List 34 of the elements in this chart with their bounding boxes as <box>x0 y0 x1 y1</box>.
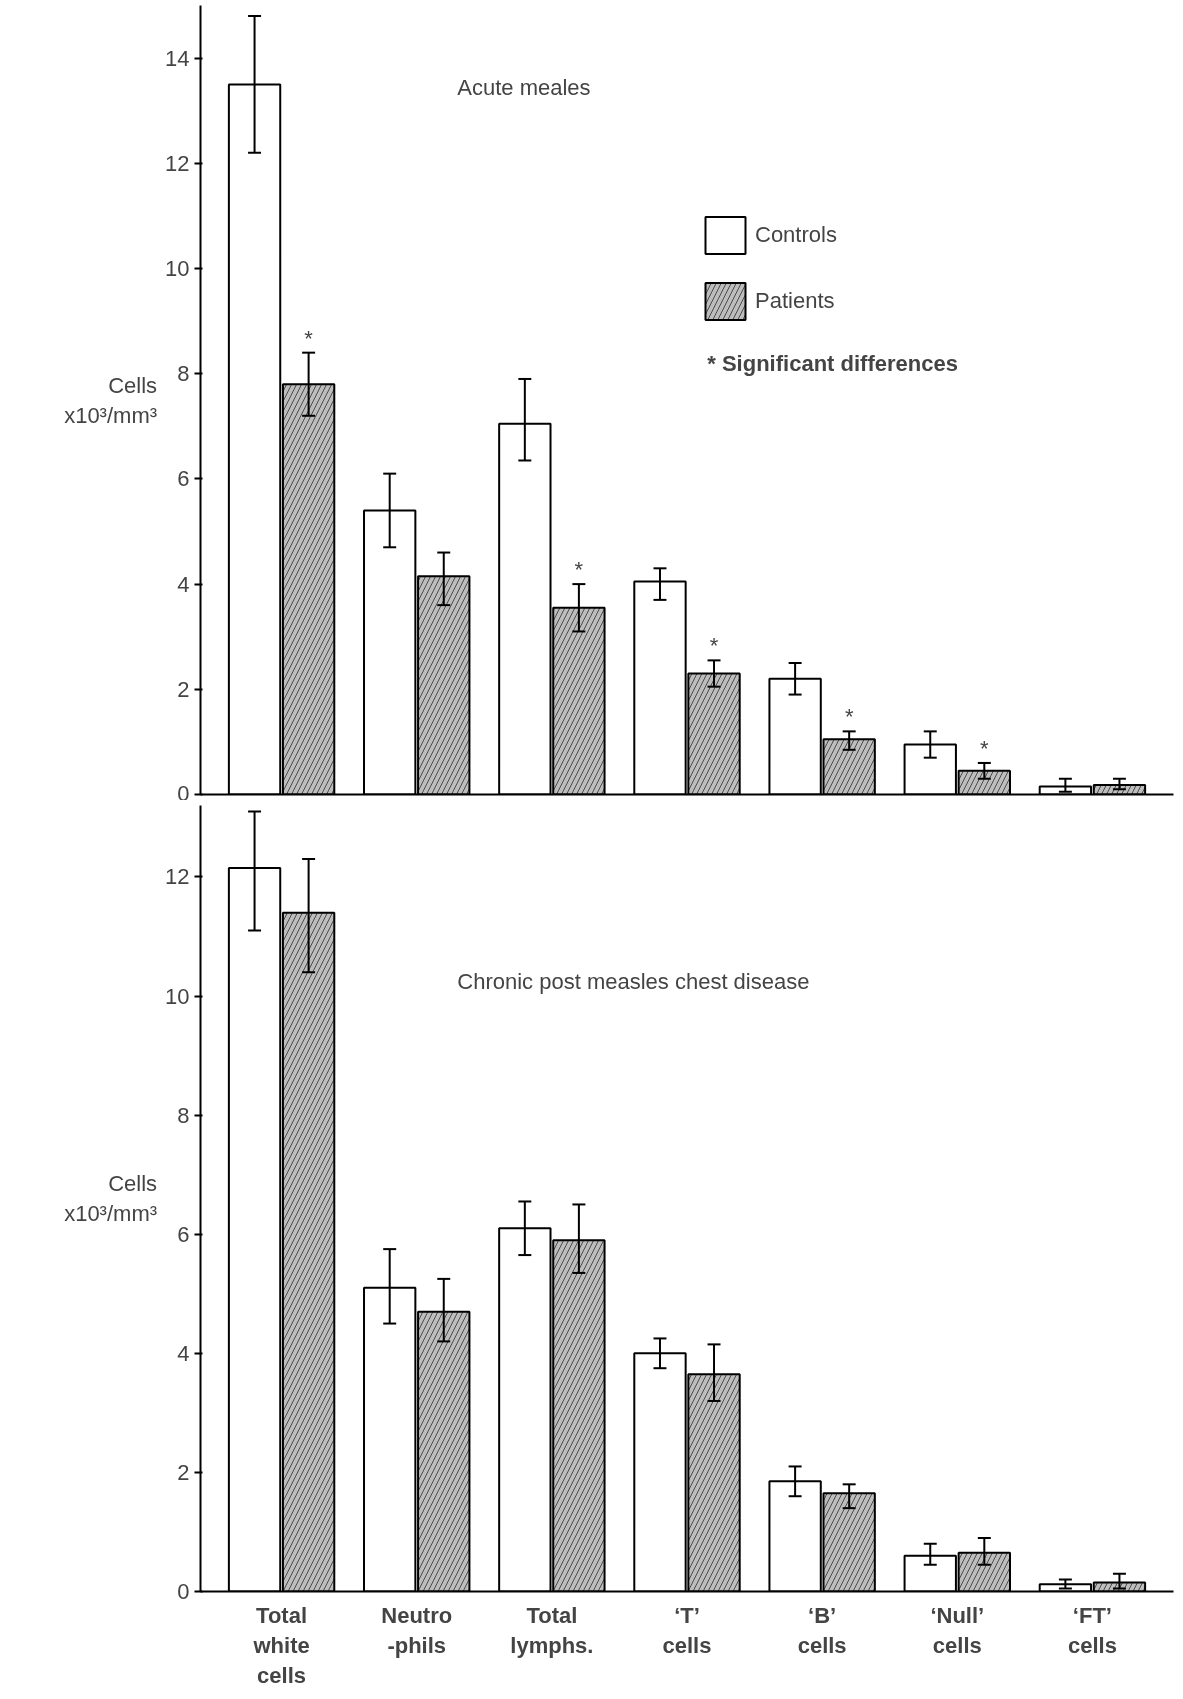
legend-label: Patients <box>755 288 835 314</box>
x-tick-label: ‘FT’ cells <box>1067 1602 1117 1658</box>
x-tick-label: Total lymphs. <box>510 1602 594 1658</box>
annotation: * Significant differences <box>707 351 958 377</box>
y-tick-label: 12 <box>165 864 190 890</box>
annotation: * <box>574 557 584 583</box>
y-tick-label: 10 <box>165 256 190 281</box>
text: Acute meales <box>457 75 591 101</box>
annotation: * <box>844 704 854 730</box>
text: Chronic post measles chest disease <box>457 969 810 995</box>
y-tick-label: 6 <box>177 1221 190 1247</box>
y-tick-label: 6 <box>177 466 190 492</box>
y-tick-label: 4 <box>177 1340 190 1366</box>
legend-label: Controls <box>755 222 837 248</box>
x-tick-label: Neutro -phils <box>381 1602 453 1658</box>
annotation: * <box>304 325 314 351</box>
y-tick-label: 0 <box>177 1579 190 1604</box>
y-axis-title: Cells x10³/mm³ <box>64 1171 158 1226</box>
x-tick-label: ‘B’ cells <box>797 1602 847 1658</box>
x-tick-label: ‘Null’ cells <box>930 1602 985 1658</box>
y-tick-label: 10 <box>165 983 190 1009</box>
x-tick-label: ‘T’ cells <box>662 1602 712 1658</box>
y-tick-label: 8 <box>177 1102 190 1128</box>
annotation: * <box>709 633 719 659</box>
y-tick-label: 14 <box>165 45 190 71</box>
y-tick-label: 8 <box>177 361 190 387</box>
annotation: * <box>980 735 990 761</box>
y-tick-label: 4 <box>177 571 190 597</box>
y-axis-title: Cells x10³/mm³ <box>64 372 158 428</box>
y-tick-label: 2 <box>177 1459 190 1485</box>
y-tick-label: 2 <box>177 676 190 702</box>
y-tick-label: 12 <box>165 150 190 176</box>
x-tick-label: Total white cells <box>252 1602 310 1688</box>
y-tick-label: 0 <box>177 780 190 806</box>
